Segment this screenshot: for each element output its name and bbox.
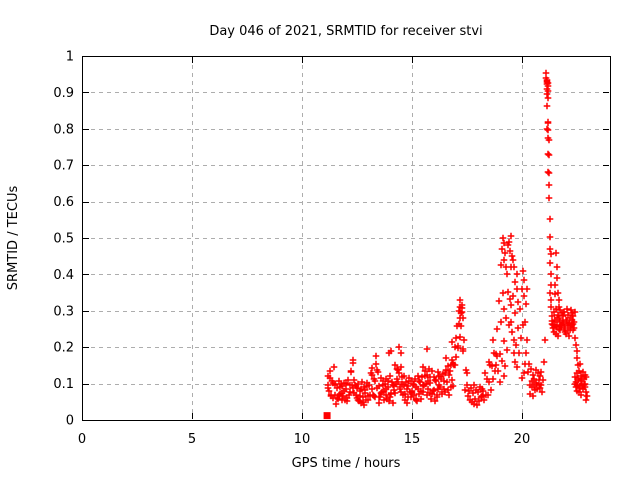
y-tick-label: 0.5	[53, 232, 74, 247]
y-tick-label: 1	[66, 50, 74, 65]
y-axis-label: SRMTID / TECUs	[6, 186, 21, 291]
y-tick-label: 0.6	[53, 195, 74, 210]
x-tick-label: 0	[78, 432, 86, 447]
y-tick-label: 0.7	[53, 159, 74, 174]
tick-labels-layer: 00.10.20.30.40.50.60.70.80.910 5 10 15 20	[53, 50, 530, 448]
x-tick-label: 10	[294, 432, 311, 447]
y-tick-label: 0.9	[53, 86, 74, 101]
data-points-path	[324, 69, 591, 409]
y-tick-label: 0.8	[53, 122, 74, 137]
x-tick-label: 5	[188, 432, 196, 447]
x-tick-label: 20	[514, 432, 531, 447]
y-tick-label: 0.3	[53, 304, 74, 319]
data-points-layer	[323, 69, 591, 420]
y-tick-label: 0.2	[53, 341, 74, 356]
y-tick-label: 0.4	[53, 268, 74, 283]
x-tick-label: 15	[404, 432, 421, 447]
start-square-marker	[323, 412, 331, 420]
chart-title: Day 046 of 2021, SRMTID for receiver stv…	[209, 24, 482, 39]
plot-border	[82, 56, 611, 421]
y-tick-label: 0.1	[53, 377, 74, 392]
x-axis-label: GPS time / hours	[292, 456, 401, 471]
y-tick-label: 0	[66, 414, 74, 429]
axes-layer	[82, 56, 611, 421]
